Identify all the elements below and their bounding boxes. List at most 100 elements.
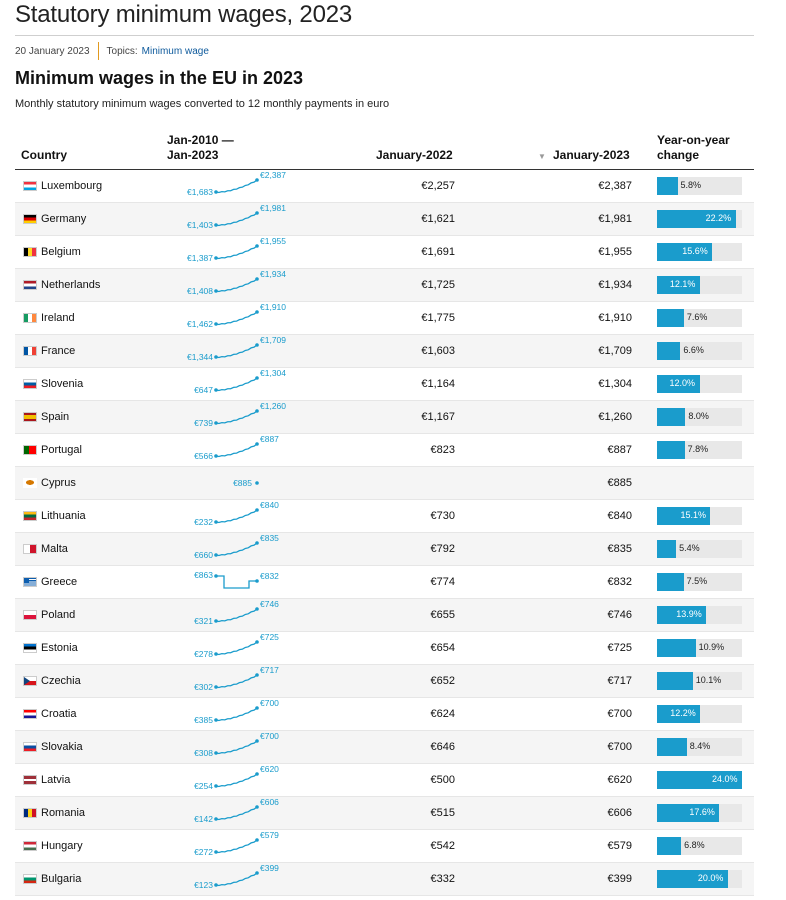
sparkline-start-label: €385 <box>194 715 213 725</box>
sparkline: €308 €700 <box>194 731 279 758</box>
value-jan2022: €542 <box>430 840 455 852</box>
table-row[interactable]: Ireland €1,462 €1,910 €1,775 €1,910 7.6% <box>15 302 754 335</box>
country-name: Croatia <box>41 708 77 720</box>
value-jan2022: €730 <box>430 510 455 522</box>
table-row[interactable]: Estonia €278 €725 €654 €725 10.9% <box>15 632 754 665</box>
yoy-bar <box>657 639 696 657</box>
sparkline-start-dot <box>214 817 218 821</box>
yoy-bar <box>657 507 711 525</box>
header-divider <box>15 169 754 170</box>
header-jan2022[interactable]: January-2022 <box>376 148 453 162</box>
sparkline-line <box>215 344 258 359</box>
sparkline-end-dot <box>255 442 259 446</box>
sparkline-start-dot <box>214 652 218 656</box>
flag-icon-hungary <box>23 841 37 851</box>
header-jan2023[interactable]: January-2023 <box>553 148 630 162</box>
table-row[interactable]: Germany €1,403 €1,981 €1,621 €1,981 22.2% <box>15 203 754 236</box>
table-row[interactable]: Slovenia €647 €1,304 €1,164 €1,304 12.0% <box>15 368 754 401</box>
value-jan2023: €620 <box>607 774 632 786</box>
header-yoy[interactable]: Year-on-year change <box>657 133 730 163</box>
topics-label: Topics: <box>106 45 138 57</box>
yoy-bar <box>657 771 742 789</box>
sparkline-start-label: €272 <box>194 847 213 857</box>
sparkline-end-dot <box>255 211 259 215</box>
yoy-bar-track: 7.5% <box>657 573 742 591</box>
table-row[interactable]: Belgium €1,387 €1,955 €1,691 €1,955 15.6% <box>15 236 754 269</box>
yoy-bar <box>657 837 682 855</box>
table-row[interactable]: Greece €863 €832 €774 €832 7.5% <box>15 566 754 599</box>
value-jan2022: €332 <box>430 873 455 885</box>
sparkline-start-dot <box>214 520 218 524</box>
sparkline-line <box>215 773 258 788</box>
sparkline-end-dot <box>255 409 259 413</box>
table-row[interactable]: Poland €321 €746 €655 €746 13.9% <box>15 599 754 632</box>
sparkline-start-dot <box>214 256 218 260</box>
topic-link-minimum-wage[interactable]: Minimum wage <box>141 45 209 57</box>
sparkline-end-label: €835 <box>260 533 279 543</box>
yoy-label: 20.0% <box>697 873 724 883</box>
value-jan2023: €885 <box>607 477 632 489</box>
yoy-bar <box>657 210 736 228</box>
table-row[interactable]: Slovakia €308 €700 €646 €700 8.4% <box>15 731 754 764</box>
header-sparkline[interactable]: Jan-2010 — Jan-2023 <box>167 133 234 163</box>
yoy-bar <box>657 705 701 723</box>
yoy-bar-track: 8.0% <box>657 408 742 426</box>
table-row[interactable]: Hungary €272 €579 €542 €579 6.8% <box>15 830 754 863</box>
value-jan2022: €646 <box>430 741 455 753</box>
yoy-label: 8.0% <box>688 411 709 421</box>
value-jan2023: €746 <box>607 609 632 621</box>
sparkline-start-label: €1,683 <box>187 187 213 197</box>
yoy-bar-track: 12.2% <box>657 705 742 723</box>
country-name: Belgium <box>41 246 81 258</box>
chart-title: Minimum wages in the EU in 2023 <box>15 68 304 88</box>
table-row[interactable]: Lithuania €232 €840 €730 €840 15.1% <box>15 500 754 533</box>
yoy-bar <box>657 738 687 756</box>
sparkline-end-dot <box>255 838 259 842</box>
sparkline-line <box>215 179 258 194</box>
sparkline-start-dot <box>214 883 218 887</box>
yoy-bar-track: 17.6% <box>657 804 742 822</box>
value-jan2023: €832 <box>607 576 632 588</box>
sparkline-line <box>215 278 258 293</box>
sparkline-end-label: €1,260 <box>260 401 286 411</box>
table-row[interactable]: Portugal €566 €887 €823 €887 7.8% <box>15 434 754 467</box>
table-row[interactable]: Cyprus €885 €885 <box>15 467 754 500</box>
sparkline-end-dot <box>255 805 259 809</box>
sparkline: €1,344 €1,709 <box>187 335 286 362</box>
value-jan2022: €654 <box>430 642 455 654</box>
flag-icon-romania <box>23 808 37 818</box>
sparkline-line <box>215 245 258 260</box>
sparkline-end-label: €1,955 <box>260 236 286 246</box>
sparkline-start-dot <box>214 223 218 227</box>
value-jan2022: €1,691 <box>421 246 455 258</box>
table-row[interactable]: Czechia €302 €717 €652 €717 10.1% <box>15 665 754 698</box>
flag-icon-latvia <box>23 775 37 785</box>
yoy-label: 8.4% <box>689 741 711 751</box>
value-jan2023: €717 <box>607 675 632 687</box>
flag-icon-slovenia <box>23 379 37 389</box>
table-row[interactable]: Netherlands €1,408 €1,934 €1,725 €1,934 12.1% <box>15 269 754 302</box>
sparkline-end-label: €579 <box>260 830 279 840</box>
country-name: Slovakia <box>41 741 83 753</box>
sparkline-end-label: €700 <box>260 698 279 708</box>
table-row[interactable]: France €1,344 €1,709 €1,603 €1,709 6.6% <box>15 335 754 368</box>
sparkline: €739 €1,260 <box>194 401 286 428</box>
value-jan2022: €515 <box>430 807 455 819</box>
table-row[interactable]: Bulgaria €123 €399 €332 €399 20.0% <box>15 863 754 896</box>
yoy-bar <box>657 441 685 459</box>
table-row[interactable]: Romania €142 €606 €515 €606 17.6% <box>15 797 754 830</box>
value-jan2023: €700 <box>607 741 632 753</box>
sparkline-line <box>216 575 257 589</box>
flag-icon-portugal <box>23 445 37 455</box>
table-row[interactable]: Latvia €254 €620 €500 €620 24.0% <box>15 764 754 797</box>
table-row[interactable]: Malta €660 €835 €792 €835 5.4% <box>15 533 754 566</box>
sort-down-icon[interactable]: ▼ <box>538 152 546 161</box>
table-row[interactable]: Luxembourg €1,683 €2,387 €2,257 €2,387 5.8% <box>15 170 754 203</box>
sparkline: €885 <box>233 478 259 488</box>
table-row[interactable]: Spain €739 €1,260 €1,167 €1,260 8.0% <box>15 401 754 434</box>
header-country[interactable]: Country <box>21 148 67 162</box>
table-row[interactable]: Croatia €385 €700 €624 €700 12.2% <box>15 698 754 731</box>
sparkline-start-label: €863 <box>194 570 213 580</box>
country-name: Netherlands <box>41 279 101 291</box>
sparkline-end-label: €399 <box>260 863 279 873</box>
